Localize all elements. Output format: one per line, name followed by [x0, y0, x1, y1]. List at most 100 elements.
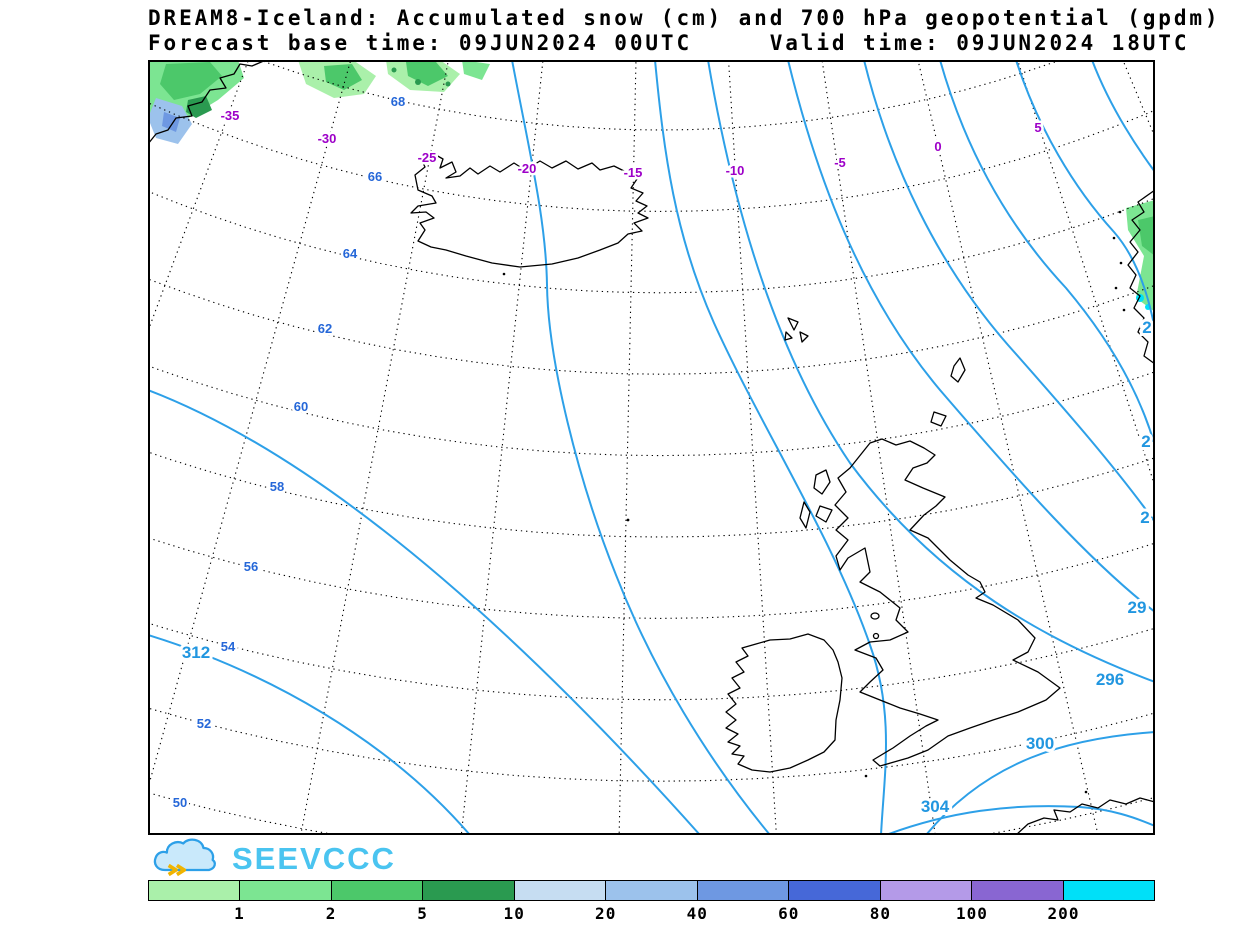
colorbar-segment: [240, 881, 332, 900]
latitude-label: 56: [244, 559, 258, 574]
coast-faroes: [784, 317, 809, 343]
islet-rockall: [626, 518, 630, 522]
contour-line: [863, 60, 1155, 523]
coast-norway: [1127, 189, 1155, 365]
forecast-time-subtitle: Forecast base time: 09JUN2024 00UTC Vali…: [148, 31, 1190, 55]
parallel-line: [148, 707, 1155, 782]
contour-line-300: [925, 731, 1155, 835]
contour-line: [1091, 60, 1155, 173]
latitude-label: 52: [197, 716, 211, 731]
colorbar-segment: [514, 881, 607, 900]
islet-scilly: [864, 774, 868, 778]
contour-line-304: [885, 805, 1155, 835]
geopotential-label: 296: [1096, 670, 1124, 689]
snow-speck: [415, 79, 421, 85]
contour-line: [939, 60, 1155, 447]
snow-patch: [160, 62, 222, 100]
geopotential-contours: [148, 60, 1155, 835]
colorbar-label: 10: [503, 904, 525, 923]
colorbar-label: 60: [778, 904, 800, 923]
meridian-line: [300, 60, 449, 835]
parallel-line: [148, 537, 1155, 619]
latitude-label: 68: [391, 94, 405, 109]
geopotential-label: 312: [182, 643, 210, 662]
parallel-line: [148, 278, 1155, 375]
colorbar-segment: [1063, 881, 1154, 900]
parallel-line: [148, 792, 1155, 835]
latitude-label: 54: [221, 639, 236, 654]
colorbar-segment: [697, 881, 790, 900]
colorbar-segment: [423, 881, 515, 900]
coast-iceland: [410, 153, 649, 268]
map-area: -35 -30 -25 -20 -15 -10 -5 0 5 68 66 64 62 60 58 56 54 5…: [148, 60, 1155, 835]
snow-patch: [1138, 216, 1155, 256]
geopotential-label: 29: [1128, 598, 1147, 617]
contour-line: [148, 389, 701, 835]
longitude-label: -35: [221, 108, 240, 123]
colorbar-segment: [149, 881, 241, 900]
geopotential-label: 2: [1141, 432, 1150, 451]
parallel-line: [148, 622, 1155, 701]
latitude-label: 64: [343, 246, 358, 261]
meridian-line: [148, 60, 250, 333]
longitude-label: 0: [934, 139, 941, 154]
snow-patch: [186, 96, 212, 118]
contour-line: [511, 60, 771, 835]
geopotential-label: 300: [1026, 734, 1054, 753]
longitude-label: -10: [726, 163, 745, 178]
snow-shading: [148, 60, 1155, 312]
colorbar-label: 5: [417, 904, 428, 923]
cloud-icon: [153, 838, 216, 877]
map-title: DREAM8-Iceland: Accumulated snow (cm) an…: [148, 6, 1221, 30]
parallel-line: [148, 102, 1155, 212]
ice-patch: [162, 112, 180, 132]
coast-orkney: [930, 411, 947, 427]
contour-line-296: [707, 60, 1155, 683]
latitude-labels: 68 66 64 62 60 58 56 54 52 50: [170, 92, 407, 813]
colorbar-segment: [972, 881, 1064, 900]
colorbar-segment: [606, 881, 698, 900]
colorbar-label: 80: [869, 904, 892, 923]
colorbar-segment: [789, 881, 881, 900]
snow-patch: [462, 60, 490, 80]
colorbar-labels: 1 2 5 10 20 40 60 80 100 200: [148, 904, 1155, 924]
contour-line-312: [148, 634, 471, 835]
seevccc-logo: SEEVCCC: [148, 838, 396, 880]
islet: [1119, 261, 1123, 265]
geopotential-label: 304: [921, 797, 950, 816]
colorbar-label: 40: [686, 904, 708, 923]
colorbar-segment: [331, 881, 424, 900]
snow-speck: [391, 67, 397, 73]
coast-isle-of-man: [870, 612, 880, 620]
islet: [1122, 308, 1126, 312]
coast-ireland: [725, 633, 843, 773]
islet: [1112, 236, 1116, 240]
colorbar-label: 100: [955, 904, 988, 923]
latitude-label: 62: [318, 321, 332, 336]
parallel-line: [148, 747, 1155, 835]
map-canvas: -35 -30 -25 -20 -15 -10 -5 0 5 68 66 64 62 60 58 56 54 5…: [148, 60, 1155, 835]
parallel-line: [258, 60, 1062, 131]
geopotential-label: 2: [1140, 508, 1149, 527]
longitude-label: 5: [1034, 120, 1041, 135]
coast-shetland: [950, 357, 966, 383]
geopotential-label: 2: [1142, 318, 1151, 337]
islet: [1118, 210, 1122, 214]
meridian-line: [1017, 60, 1155, 489]
logo-text: SEEVCCC: [232, 841, 396, 876]
geopotential-labels: 312 296 300 304 29 2 2 2: [179, 315, 1155, 819]
latitude-label: 60: [294, 399, 308, 414]
meridian-line: [460, 60, 544, 835]
islet: [1114, 286, 1118, 290]
map-frame: [148, 60, 1155, 835]
coast-great-britain: [834, 438, 1061, 767]
parallel-line: [148, 365, 1155, 457]
contour-line: [1015, 60, 1155, 331]
longitude-labels: -35 -30 -25 -20 -15 -10 -5 0 5: [218, 106, 1044, 183]
longitude-label: -5: [834, 155, 846, 170]
latitude-label: 58: [270, 479, 284, 494]
coast-france: [1015, 797, 1155, 835]
longitude-label: -20: [518, 161, 537, 176]
islet-channel: [1084, 790, 1088, 794]
